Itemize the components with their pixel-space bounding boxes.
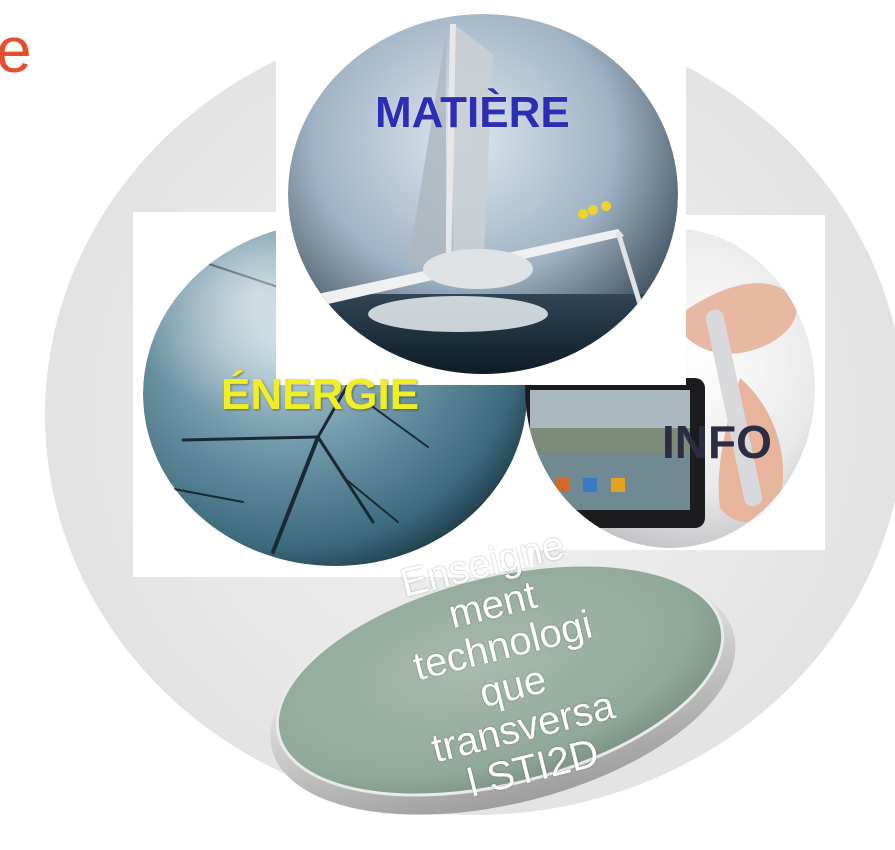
sailing-trimaran-image — [288, 14, 678, 374]
corner-letter: e — [0, 14, 32, 86]
energie-label: ÉNERGIE — [221, 370, 420, 419]
info-label: INFO — [662, 416, 772, 468]
lens-disc[interactable] — [255, 540, 745, 815]
matiere-label: MATIÈRE — [375, 88, 570, 137]
matiere-sphere[interactable] — [288, 14, 678, 374]
